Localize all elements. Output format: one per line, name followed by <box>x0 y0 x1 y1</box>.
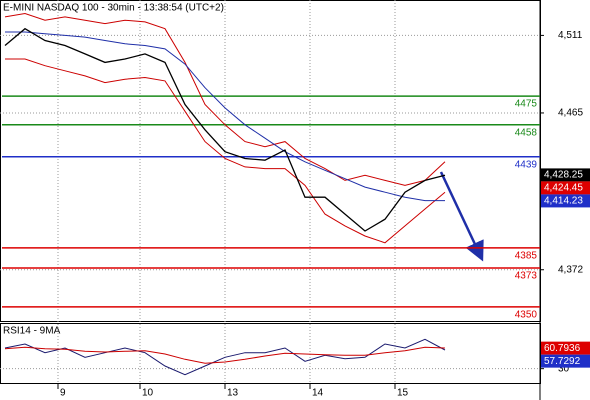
last-value-label: 4,414.23 <box>544 196 583 207</box>
last-value-box <box>541 168 590 182</box>
series-line <box>4 27 446 232</box>
level-label: 4373 <box>515 271 538 282</box>
last-value-label: 57.7292 <box>544 356 581 367</box>
level-label: 4475 <box>515 99 538 110</box>
level-label: 4350 <box>515 309 538 320</box>
series-line <box>4 346 446 364</box>
last-value-label: 4,428.25 <box>544 170 583 181</box>
last-value-box <box>541 194 590 208</box>
x-tick-label: 15 <box>397 388 409 399</box>
y-tick-label: 4,511 <box>558 30 583 41</box>
rsi-title: RSI14 - 9MA <box>3 326 61 337</box>
x-tick-label: 13 <box>227 388 239 399</box>
y-tick-label: 4,372 <box>558 264 583 275</box>
level-label: 4458 <box>515 127 538 138</box>
last-value-box <box>541 341 590 355</box>
chart-title: E-MINI NASDAQ 100 - 30min - 13:38:54 (UT… <box>3 3 224 14</box>
level-label: 4385 <box>515 250 538 261</box>
last-value-label: 60.7936 <box>544 343 581 354</box>
series-line <box>5 58 446 244</box>
last-value-box <box>541 181 590 195</box>
series-line <box>4 12 446 186</box>
series-line <box>5 31 445 202</box>
level-label: 4439 <box>515 159 538 170</box>
last-value-label: 4,424.45 <box>544 183 583 194</box>
x-tick-label: 14 <box>312 388 324 399</box>
y-tick-label: 30 <box>558 363 570 374</box>
x-tick-label: 9 <box>60 388 66 399</box>
series-line <box>4 338 446 376</box>
y-tick-label: 4,465 <box>558 108 583 119</box>
last-value-box <box>541 354 590 368</box>
x-tick-label: 10 <box>142 388 154 399</box>
forecast-arrow <box>439 171 484 262</box>
